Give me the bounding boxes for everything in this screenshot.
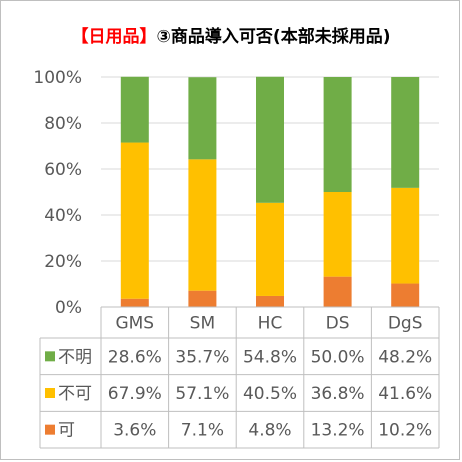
bar-segment <box>323 77 352 192</box>
data-label: 40.5% <box>243 384 297 404</box>
chart-title-text: ③商品導入可否(本部未採用品) <box>156 27 391 47</box>
bar-segment <box>120 298 149 307</box>
bar-segment <box>391 283 420 307</box>
chart-title-highlight: 【日用品】 <box>71 27 157 47</box>
y-axis-ticks: 0% 20% 40% 60% 80% 100% <box>33 68 82 318</box>
y-tick-label: 0% <box>55 298 82 318</box>
data-label: 41.6% <box>378 384 432 404</box>
data-table: GMS SM HC DS DgS 不明 28.6% 35.7% 54.8% 50.0% 48.2% 不… <box>39 306 440 449</box>
data-label: 57.1% <box>175 384 229 404</box>
data-label: 10.2% <box>378 421 432 441</box>
data-label: 67.9% <box>108 384 162 404</box>
bar-segment <box>256 76 284 203</box>
y-tick-label: 60% <box>44 160 82 180</box>
bar-segment <box>391 187 420 284</box>
legend-label: 不明 <box>58 347 92 367</box>
bar-segment <box>120 76 149 143</box>
data-label: 36.8% <box>311 384 365 404</box>
bar-segment <box>391 77 420 188</box>
category-label: SM <box>190 314 215 334</box>
data-label: 7.1% <box>181 421 224 441</box>
legend-key <box>45 351 55 362</box>
category-label: DS <box>326 314 350 334</box>
y-tick-label: 80% <box>44 114 82 134</box>
bar-segment <box>188 77 217 160</box>
data-label: 13.2% <box>311 421 365 441</box>
category-label: DgS <box>388 314 423 334</box>
bar-segment <box>256 295 284 307</box>
y-tick-label: 20% <box>44 252 82 272</box>
data-label: 48.2% <box>378 347 432 367</box>
y-tick-label: 40% <box>44 206 82 226</box>
bar-segment <box>323 276 352 307</box>
legend-label: 不可 <box>58 384 92 404</box>
bar-segment <box>188 159 217 291</box>
legend-key <box>45 388 55 398</box>
data-label: 50.0% <box>311 347 365 367</box>
data-label: 28.6% <box>108 347 162 367</box>
data-label: 54.8% <box>243 347 297 367</box>
bars <box>120 76 420 307</box>
bar-segment <box>256 202 284 296</box>
bar-segment <box>120 142 149 299</box>
legend-key <box>45 424 55 435</box>
data-label: 3.6% <box>113 421 156 441</box>
chart-title: 【日用品】③商品導入可否(本部未採用品) <box>0 22 462 47</box>
data-label: 35.7% <box>175 347 229 367</box>
y-tick-label: 100% <box>33 68 82 88</box>
legend-label: 可 <box>58 421 75 441</box>
bar-segment <box>188 290 217 307</box>
bar-segment <box>323 192 352 277</box>
data-label: 4.8% <box>248 421 291 441</box>
category-label: GMS <box>115 314 154 334</box>
category-label: HC <box>258 314 283 334</box>
